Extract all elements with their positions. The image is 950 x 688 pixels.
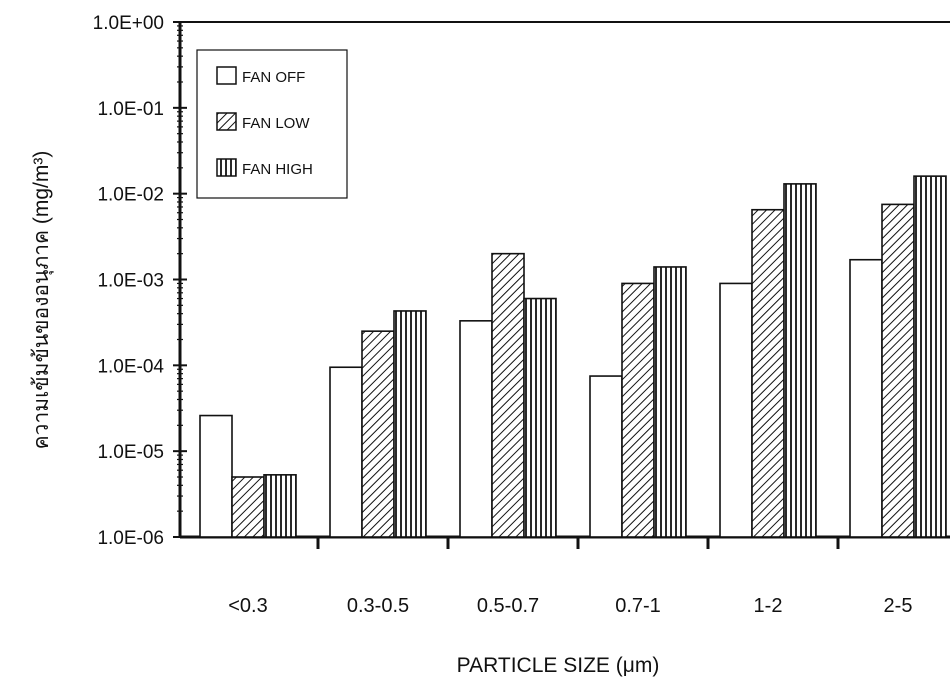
legend-swatch: [216, 158, 237, 177]
x-tick-label: 0.7-1: [615, 595, 661, 617]
bar-fan-high: [263, 474, 297, 538]
bar-fan-off: [459, 320, 493, 538]
plot-area: 1.0E-06 1.0E-05 1.0E-04 1.0E-03 1.0E-02 1.0E-…: [93, 13, 950, 617]
bar-fan-high: [653, 266, 687, 538]
x-tick-label: <0.3: [228, 595, 267, 617]
bar-fan-high: [783, 183, 817, 538]
bar-fan-low: [491, 252, 525, 538]
x-axis-label: PARTICLE SIZE (μm): [457, 654, 660, 677]
bar-fan-off: [199, 414, 233, 538]
y-tick-label: 1.0E-04: [97, 356, 164, 377]
bar-fan-off: [719, 282, 753, 538]
bar-fan-low: [361, 330, 395, 538]
bar-fan-high: [913, 175, 947, 538]
x-tick-label: 0.5-0.7: [477, 595, 539, 617]
y-tick-label: 1.0E-03: [97, 271, 164, 292]
y-axis-title: ความเข้มข้นของอนุภาค (mg/m³): [30, 151, 54, 450]
legend-swatch: [216, 112, 237, 131]
y-tick-label: 1.0E-02: [97, 185, 164, 206]
legend-label: FAN OFF: [242, 69, 305, 86]
y-axis-label: ความเข้มข้นของอนุภาค (mg/m³): [30, 151, 54, 450]
legend: FAN OFF FAN LOW FAN HIGH: [196, 49, 348, 199]
x-tick-label: 1-2: [754, 595, 783, 617]
x-tick-label: 2-5: [884, 595, 913, 617]
bar-fan-low: [621, 282, 655, 538]
y-tick-label: 1.0E-01: [97, 99, 164, 120]
legend-label: FAN LOW: [242, 115, 310, 132]
bar-fan-high: [393, 310, 427, 538]
bar-fan-low: [881, 203, 915, 538]
y-tick-label: 1.0E-06: [97, 528, 164, 549]
legend-swatch: [216, 66, 237, 85]
bar-fan-off: [589, 375, 623, 538]
x-tick-label: 0.3-0.5: [347, 595, 409, 617]
y-tick-label: 1.0E+00: [93, 13, 164, 34]
bar-fan-off: [849, 258, 883, 538]
bar-fan-low: [231, 476, 265, 538]
legend-label: FAN HIGH: [242, 161, 313, 178]
bar-fan-off: [329, 366, 363, 538]
y-tick-label: 1.0E-05: [97, 442, 164, 463]
bar-fan-low: [751, 208, 785, 538]
bar-fan-high: [523, 297, 557, 538]
